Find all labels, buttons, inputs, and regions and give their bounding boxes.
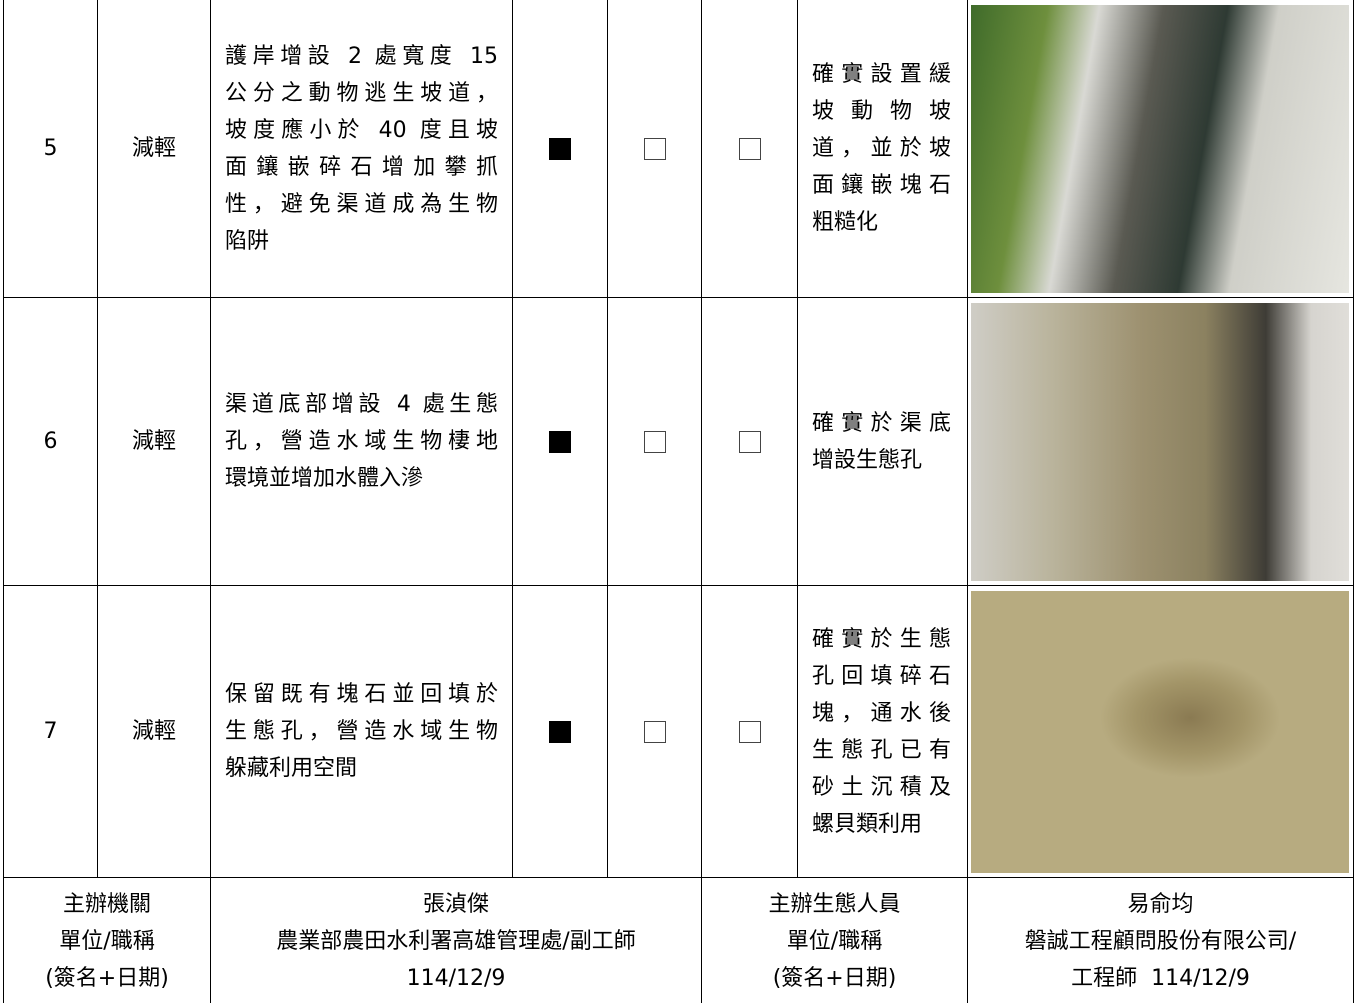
footer-line: (簽名+日期) bbox=[45, 966, 169, 991]
checkbox bbox=[738, 720, 761, 743]
check-cell bbox=[512, 0, 608, 298]
checkbox bbox=[643, 720, 666, 743]
measure-line: 保留既有塊石並回填於 bbox=[225, 682, 498, 707]
measure-type: 減輕 bbox=[131, 429, 176, 454]
checkbox bbox=[643, 430, 666, 453]
check-cell bbox=[512, 585, 608, 878]
measure-line: 渠道底部增設 4 處生態 bbox=[225, 392, 498, 417]
photo bbox=[971, 5, 1349, 293]
result-line: 確實於生態 bbox=[812, 626, 951, 652]
footer-line: 主辦機關 bbox=[62, 892, 151, 917]
type-cell: 減輕 bbox=[97, 585, 211, 878]
result-line: 坡動物坡 bbox=[812, 99, 951, 124]
measure-line: 環境並增加水體入滲 bbox=[225, 466, 424, 491]
check-cell bbox=[607, 0, 702, 298]
row-number: 7 bbox=[43, 719, 58, 744]
checkbox bbox=[549, 720, 571, 743]
footer-cell: 易俞均磐誠工程顧問股份有限公司/工程師 114/12/9 bbox=[967, 877, 1354, 1003]
result-line: 粗糙化 bbox=[812, 210, 879, 235]
check-cell bbox=[512, 297, 608, 586]
result-line: 砂土沉積及 bbox=[812, 774, 951, 800]
measure-cell: 渠道底部增設 4 處生態 孔，營造水域生物棲地 環境並增加水體入滲 bbox=[210, 297, 513, 586]
footer-line: (簽名+日期) bbox=[772, 966, 897, 991]
result-cell: 確實設置緩坡動物坡道，並於坡面鑲嵌塊石粗糙化 bbox=[797, 0, 968, 298]
row-number-cell: 6 bbox=[3, 297, 98, 586]
measure-line: 孔，營造水域生物棲地 bbox=[225, 429, 498, 454]
result-line: 面鑲嵌塊石 bbox=[812, 173, 951, 198]
row-number-cell: 7 bbox=[3, 585, 98, 878]
checkbox bbox=[643, 137, 666, 160]
footer-line: 單位/職稱 bbox=[786, 929, 883, 954]
result-cell: 確實於生態孔回填碎石塊，通水後生態孔已有砂土沉積及螺貝類利用 bbox=[797, 585, 968, 878]
row-number-cell: 5 bbox=[3, 0, 98, 298]
photo bbox=[971, 303, 1349, 581]
measure-cell: 保留既有塊石並回填於 生態孔，營造水域生物 躲藏利用空間 bbox=[210, 585, 513, 878]
check-cell bbox=[701, 297, 798, 586]
footer-line: 114/12/9 bbox=[406, 966, 506, 991]
footer-line: 易俞均 bbox=[1127, 892, 1194, 917]
check-cell bbox=[701, 0, 798, 298]
measure-type: 減輕 bbox=[131, 136, 176, 161]
result-line: 增設生態孔 bbox=[812, 447, 923, 473]
footer-line: 張湞傑 bbox=[422, 892, 489, 917]
footer-line: 農業部農田水利署高雄管理處/副工師 bbox=[276, 929, 636, 954]
measure-line: 性，避免渠道成為生物 bbox=[225, 191, 498, 217]
result-line: 孔回填碎石 bbox=[812, 663, 951, 689]
row-number: 6 bbox=[43, 429, 58, 454]
result-line: 確實於渠底 bbox=[812, 410, 951, 436]
check-cell bbox=[607, 585, 702, 878]
result-line: 道，並於坡 bbox=[812, 136, 951, 161]
checkbox bbox=[549, 430, 571, 453]
measure-line: 生態孔，營造水域生物 bbox=[225, 719, 498, 744]
checkbox bbox=[738, 137, 761, 160]
result-line: 塊，通水後 bbox=[812, 700, 951, 726]
footer-cell: 張湞傑農業部農田水利署高雄管理處/副工師 114/12/9 bbox=[210, 877, 702, 1003]
footer-line: 磐誠工程顧問股份有限公司/ bbox=[1024, 929, 1297, 954]
result-line: 確實設置緩 bbox=[812, 62, 951, 87]
footer-line: 單位/職稱 bbox=[59, 929, 155, 954]
measure-type: 減輕 bbox=[131, 719, 176, 744]
photo bbox=[971, 591, 1349, 873]
check-cell bbox=[701, 585, 798, 878]
type-cell: 減輕 bbox=[97, 297, 211, 586]
footer-cell: 主辦機關單位/職稱 (簽名+日期) bbox=[3, 877, 211, 1003]
measure-line: 護岸增設 2 處寬度 15 bbox=[225, 43, 498, 69]
check-cell bbox=[607, 297, 702, 586]
checkbox bbox=[549, 137, 571, 160]
type-cell: 減輕 bbox=[97, 0, 211, 298]
measure-line: 面鑲嵌碎石增加攀抓 bbox=[225, 154, 498, 180]
result-line: 螺貝類利用 bbox=[812, 811, 923, 837]
result-line: 生態孔已有 bbox=[812, 737, 951, 763]
measure-line: 公分之動物逃生坡道， bbox=[225, 80, 498, 106]
measure-line: 坡度應小於 40 度且坡 bbox=[225, 117, 498, 143]
footer-cell: 主辦生態人員 單位/職稱 (簽名+日期) bbox=[701, 877, 968, 1003]
footer-line: 工程師 114/12/9 bbox=[1071, 966, 1250, 991]
measure-cell: 護岸增設 2 處寬度 15 公分之動物逃生坡道， 坡度應小於 40 度且坡 面鑲嵌碎石… bbox=[210, 0, 513, 298]
row-number: 5 bbox=[43, 136, 58, 161]
checkbox bbox=[738, 430, 761, 453]
result-cell: 確實於渠底增設生態孔 bbox=[797, 297, 968, 586]
measure-line: 躲藏利用空間 bbox=[225, 756, 358, 781]
measure-line: 陷阱 bbox=[225, 228, 270, 254]
footer-line: 主辦生態人員 bbox=[768, 892, 901, 917]
